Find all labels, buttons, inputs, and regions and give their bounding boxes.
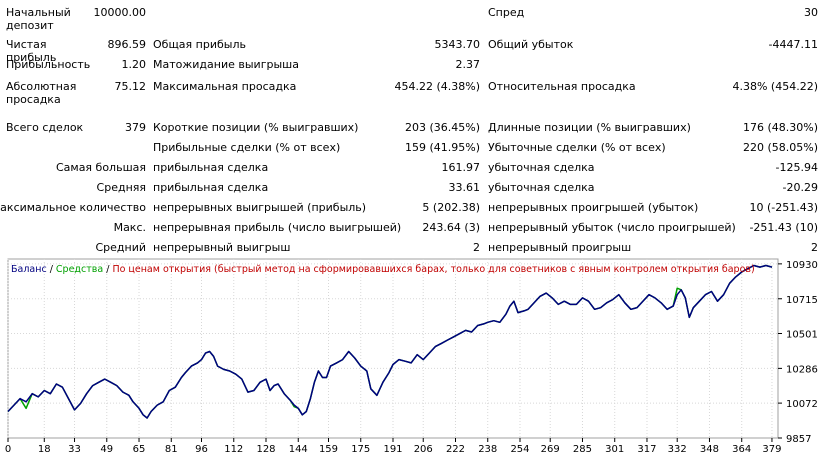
x-tick-label: 206 (414, 444, 433, 455)
x-tick-label: 112 (224, 444, 243, 455)
x-tick-label: 128 (256, 444, 275, 455)
x-tick-label: 191 (383, 444, 402, 455)
report-value: 454.22 (4.38%) (394, 80, 480, 93)
x-tick-label: 33 (68, 444, 81, 455)
report-label: Начальный депозит (6, 6, 71, 32)
report-value: 5343.70 (434, 38, 481, 51)
balance-line (7, 264, 773, 419)
test-report-table: Начальный депозит 10000.00 Спред 30 Чистая п… (0, 6, 818, 254)
chart-legend: Баланс / Средства / По ценам открытия (б… (11, 264, 755, 275)
report-value: 10 (-251.43) (749, 201, 818, 214)
report-label: убыточная сделка (488, 161, 595, 174)
y-tick-label: 10286 (786, 364, 818, 375)
report-label: непрерывная прибыль (число выигрышей) (153, 221, 402, 234)
report-value: 5 (202.38) (422, 201, 480, 214)
report-label: прибыльная сделка (153, 161, 269, 174)
x-tick-label: 175 (351, 444, 370, 455)
x-tick-label: 144 (289, 444, 308, 455)
report-label: прибыльная сделка (153, 181, 269, 194)
report-label: Длинные позиции (% выигравших) (488, 121, 691, 134)
report-label: Макс. (113, 221, 146, 234)
legend-model-mode: По ценам открытия (быстрый метод на сфор… (112, 264, 754, 275)
report-value: 75.12 (114, 80, 147, 93)
report-label: Средний (95, 241, 146, 254)
report-value: 2 (811, 241, 818, 254)
report-label: Абсолютная просадка (6, 80, 77, 106)
report-value: 161.97 (441, 161, 481, 174)
x-tick-label: 65 (133, 444, 146, 455)
report-label: Убыточные сделки (% от всех) (488, 141, 666, 154)
report-label: Максимальное количество (0, 201, 146, 214)
report-label: непрерывных проигрышей (убыток) (488, 201, 699, 214)
report-value: 2 (473, 241, 480, 254)
balance-chart-svg: 10930 10715 10501 10286 10072 9857 0 18 33 49 65 81… (5, 258, 818, 455)
report-value: -4447.11 (768, 38, 818, 51)
report-value: 2.37 (455, 58, 481, 71)
legend-balance: Баланс (11, 264, 47, 275)
report-value: 1.20 (121, 58, 147, 71)
report-label: Средняя (96, 181, 146, 194)
report-label: непрерывный проигрыш (488, 241, 632, 254)
report-label: Всего сделок (6, 121, 84, 134)
legend-separator: / (47, 264, 56, 275)
balance-chart: 10930 10715 10501 10286 10072 9857 0 18 33 49 65 81… (4, 258, 834, 463)
report-value: 33.61 (448, 181, 481, 194)
x-tick-label: 18 (38, 444, 51, 455)
report-value: 203 (36.45%) (404, 121, 480, 134)
report-value: 176 (48.30%) (742, 121, 818, 134)
x-tick-label: 379 (762, 444, 781, 455)
report-value: 379 (125, 121, 146, 134)
x-tick-label: 332 (668, 444, 687, 455)
report-label: Чистая прибыль (6, 38, 57, 64)
report-value: -125.94 (775, 161, 818, 174)
report-label: Относительная просадка (488, 80, 636, 93)
x-tick-label: 0 (5, 444, 11, 455)
x-tick-label: 96 (195, 444, 208, 455)
x-tick-label: 348 (700, 444, 719, 455)
report-label: Короткие позиции (% выигравших) (153, 121, 359, 134)
x-tick-label: 269 (541, 444, 560, 455)
y-tick-label: 9857 (786, 434, 811, 445)
plot-frame (7, 258, 779, 439)
report-value: 220 (58.05%) (742, 141, 818, 154)
report-label: Самая большая (55, 161, 146, 174)
report-value: -251.43 (10) (749, 221, 818, 234)
x-tick-label: 238 (478, 444, 497, 455)
y-tick-label: 10072 (786, 399, 818, 410)
y-tick-label: 10930 (786, 260, 818, 271)
report-label: Общий убыток (488, 38, 574, 51)
x-tick-label: 254 (510, 444, 529, 455)
x-tick-label: 301 (605, 444, 624, 455)
report-value: -20.29 (782, 181, 818, 194)
x-tick-label: 81 (165, 444, 178, 455)
report-label: убыточная сделка (488, 181, 595, 194)
report-value: 159 (41.95%) (404, 141, 480, 154)
x-tick-label: 49 (100, 444, 113, 455)
report-value: 243.64 (3) (422, 221, 480, 234)
legend-equity: Средства (56, 264, 103, 275)
report-label: Матожидание выигрыша (153, 58, 299, 71)
y-tick-label: 10715 (786, 295, 818, 306)
legend-separator: / (103, 264, 112, 275)
y-tick-label: 10501 (786, 329, 818, 340)
report-label: Максимальная просадка (153, 80, 297, 93)
report-label: непрерывных выигрышей (прибыль) (153, 201, 367, 214)
report-label: Общая прибыль (153, 38, 246, 51)
x-tick-label: 159 (319, 444, 338, 455)
report-value: 10000.00 (93, 6, 147, 19)
report-label: Спред (488, 6, 525, 19)
report-label: Прибыльность (6, 58, 91, 71)
report-label: Прибыльные сделки (% от всех) (153, 141, 341, 154)
report-label: непрерывный убыток (число проигрышей) (488, 221, 736, 234)
x-tick-label: 317 (637, 444, 656, 455)
x-tick-label: 222 (446, 444, 465, 455)
x-tick-label: 285 (573, 444, 592, 455)
report-value: 30 (804, 6, 818, 19)
report-value: 4.38% (454.22) (732, 80, 818, 93)
x-tick-label: 364 (732, 444, 751, 455)
report-value: 896.59 (107, 38, 147, 51)
report-label: непрерывный выигрыш (153, 241, 291, 254)
